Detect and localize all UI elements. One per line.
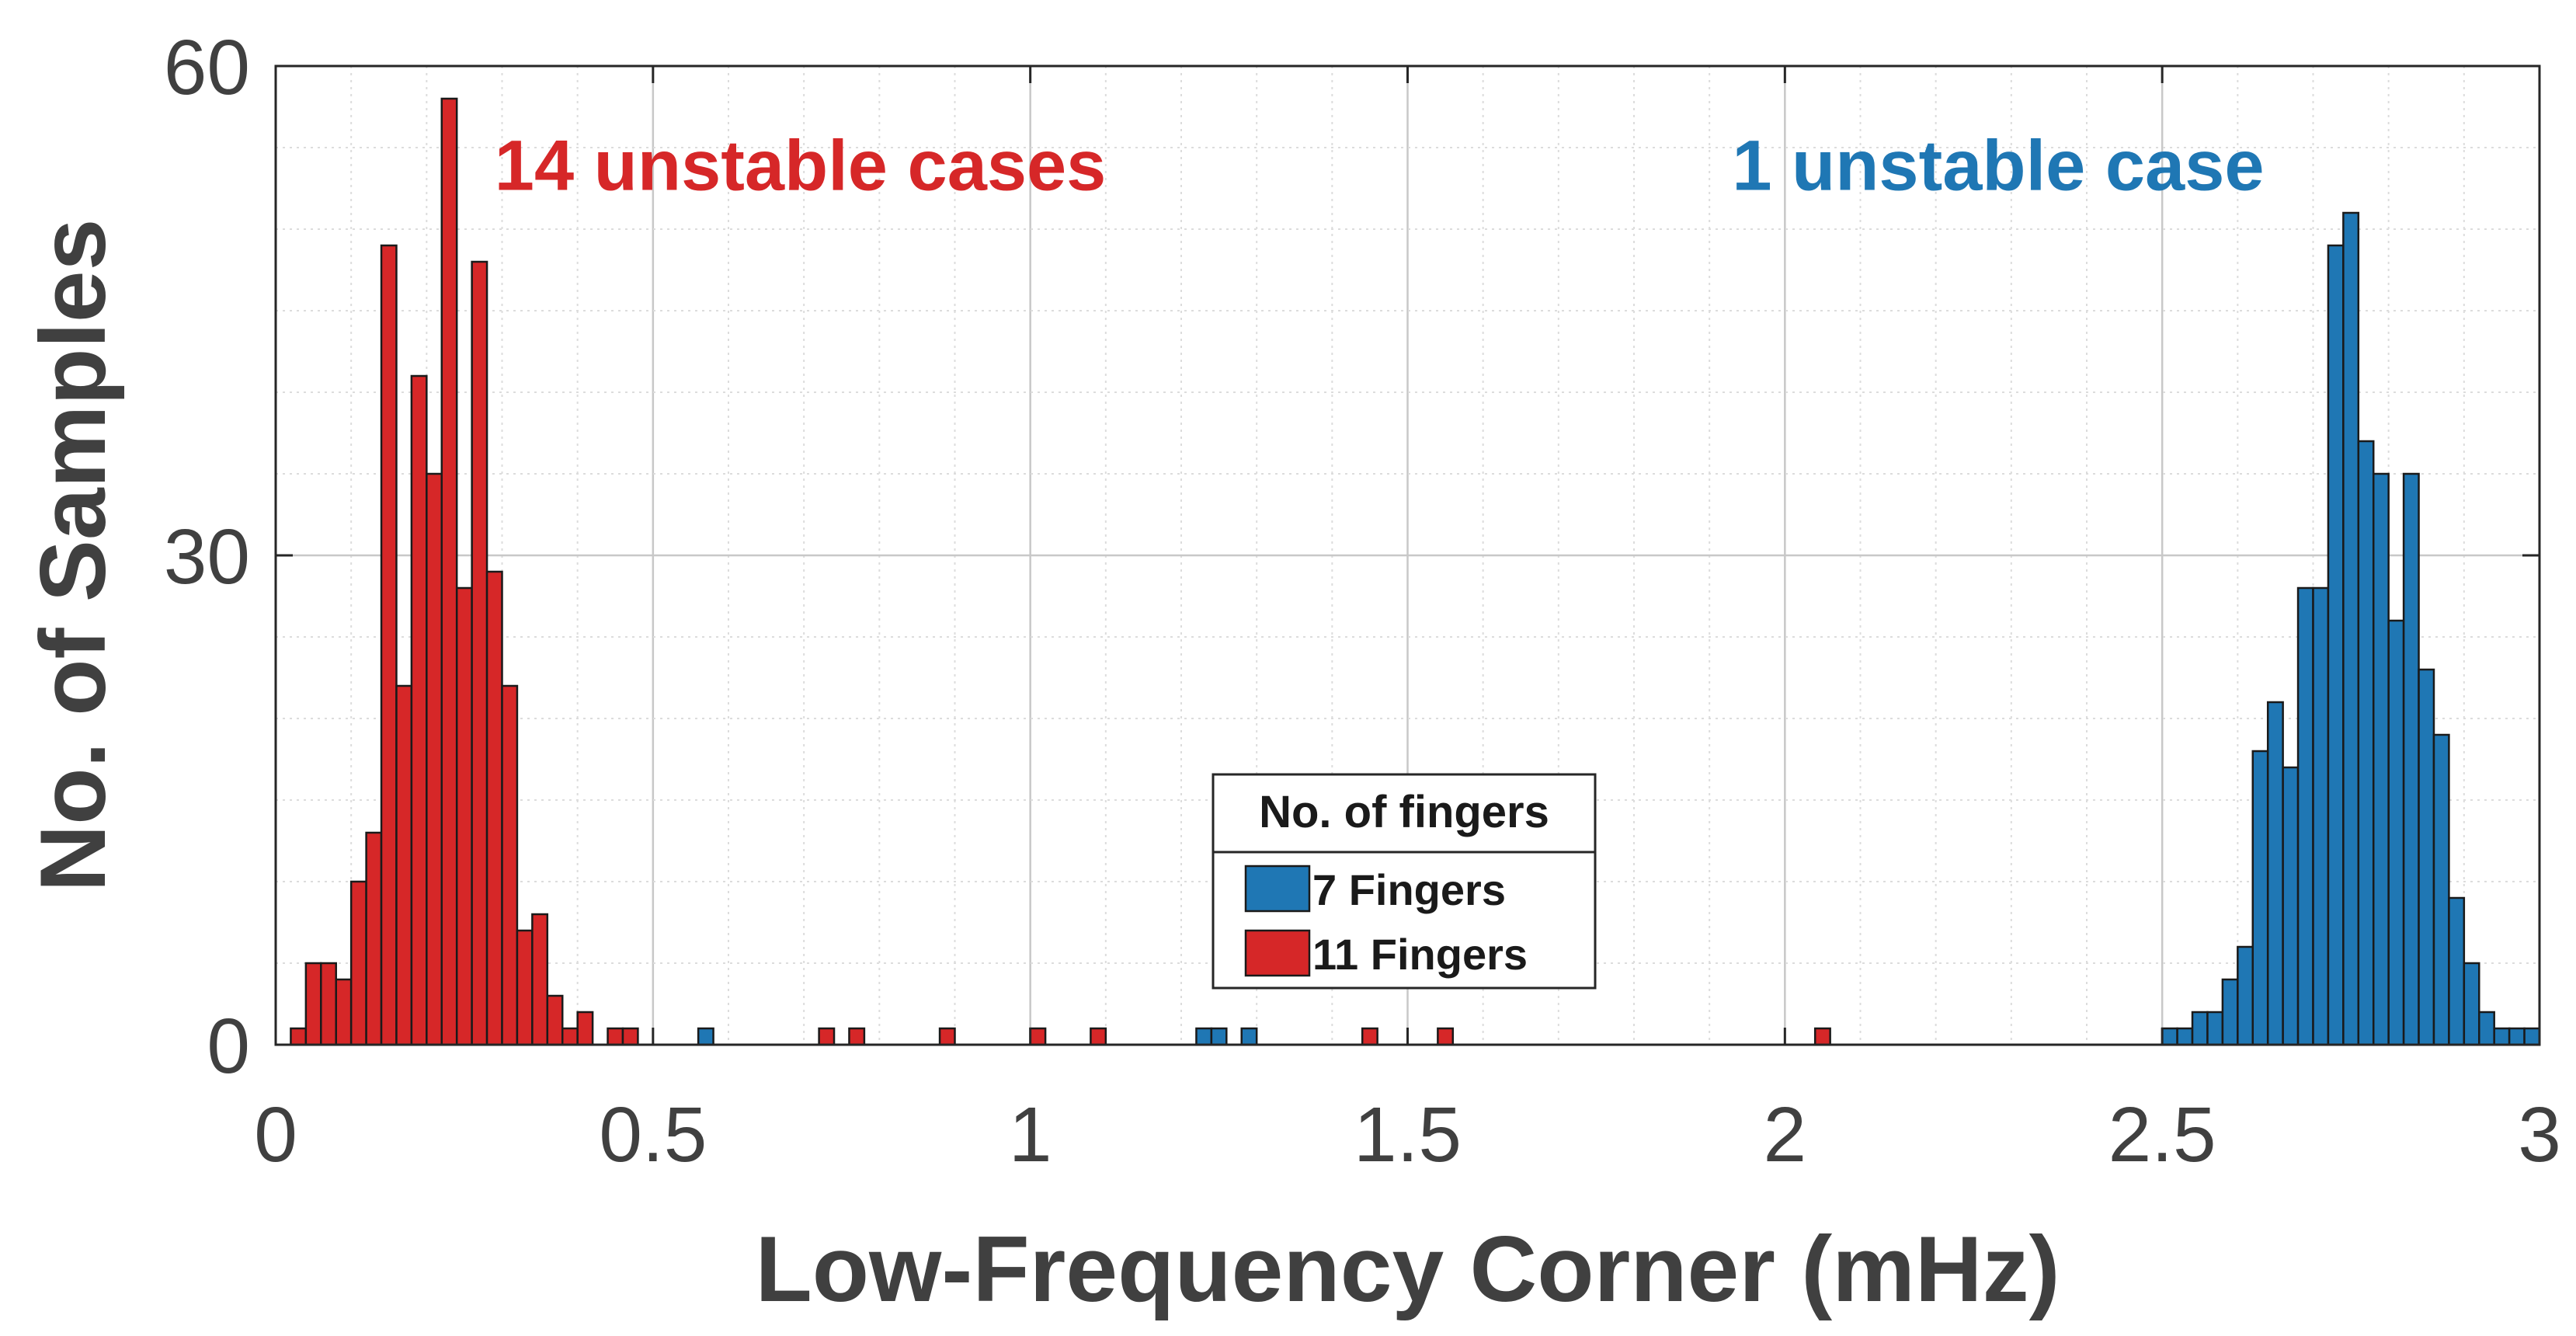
y-tick-label: 60 bbox=[164, 24, 250, 111]
histogram-bar bbox=[2221, 978, 2239, 1046]
histogram-bar bbox=[2432, 733, 2450, 1046]
histogram-bar bbox=[1361, 1027, 1378, 1046]
histogram-bar bbox=[2402, 472, 2420, 1046]
histogram-bar bbox=[426, 472, 443, 1046]
histogram-bar bbox=[2161, 1027, 2178, 1046]
histogram-bar bbox=[2251, 750, 2269, 1046]
histogram-bar bbox=[1437, 1027, 1455, 1046]
histogram-bar bbox=[818, 1027, 836, 1046]
histogram-bar bbox=[335, 978, 353, 1046]
histogram-bar bbox=[501, 684, 519, 1046]
histogram-bar bbox=[2418, 668, 2435, 1046]
histogram-bar bbox=[395, 684, 413, 1046]
histogram-bar bbox=[2312, 586, 2330, 1046]
histogram-bar bbox=[2478, 1011, 2495, 1046]
histogram-bar bbox=[2508, 1027, 2526, 1046]
histogram-bar bbox=[2176, 1027, 2194, 1046]
histogram-bar bbox=[848, 1027, 866, 1046]
histogram-bar bbox=[1090, 1027, 1107, 1046]
histogram-bar bbox=[1813, 1027, 1831, 1046]
histogram-bar bbox=[2296, 586, 2314, 1046]
histogram-bar bbox=[607, 1027, 624, 1046]
x-tick-label: 3 bbox=[2518, 1091, 2561, 1178]
histogram-bar bbox=[576, 1011, 594, 1046]
histogram-bar bbox=[349, 880, 367, 1046]
histogram-bar bbox=[380, 244, 398, 1046]
histogram-bar bbox=[2342, 211, 2360, 1046]
legend-entry-label: 7 Fingers bbox=[1312, 865, 1506, 914]
series-blue bbox=[697, 211, 2541, 1046]
x-tick-label: 2.5 bbox=[2108, 1091, 2216, 1178]
x-tick-label: 0.5 bbox=[599, 1091, 707, 1178]
histogram-bar bbox=[697, 1027, 714, 1046]
y-axis-label: No. of Samples bbox=[21, 219, 125, 892]
legend-swatch bbox=[1244, 865, 1311, 913]
annotation-blue: 1 unstable case bbox=[1732, 127, 2264, 206]
histogram-bar bbox=[320, 962, 337, 1046]
x-tick-label: 1 bbox=[1009, 1091, 1052, 1178]
histogram-bar bbox=[471, 260, 488, 1046]
y-tick-label: 30 bbox=[164, 513, 250, 600]
x-tick-label: 1.5 bbox=[1354, 1091, 1462, 1178]
x-tick-label: 2 bbox=[1764, 1091, 1807, 1178]
histogram-bar bbox=[561, 1027, 579, 1046]
histogram-bar bbox=[485, 570, 503, 1046]
histogram-bar bbox=[2357, 440, 2375, 1046]
histogram-bar bbox=[1029, 1027, 1047, 1046]
y-tick-label: 0 bbox=[207, 1003, 250, 1090]
histogram-bar bbox=[365, 831, 383, 1046]
histogram-bar bbox=[2266, 701, 2284, 1046]
histogram-bar bbox=[1240, 1027, 1258, 1046]
x-tick-label: 0 bbox=[254, 1091, 297, 1178]
histogram-bar bbox=[2523, 1027, 2541, 1046]
histogram-bar bbox=[2237, 945, 2254, 1046]
histogram-bar bbox=[1210, 1027, 1228, 1046]
legend: No. of fingers 7 Fingers 11 Fingers bbox=[1212, 773, 1597, 990]
legend-entry-label: 11 Fingers bbox=[1312, 930, 1528, 979]
legend-swatch bbox=[1244, 929, 1311, 977]
histogram-bar bbox=[2327, 244, 2345, 1046]
histogram-bar bbox=[2463, 962, 2480, 1046]
histogram-bar bbox=[2448, 896, 2466, 1046]
legend-title: No. of fingers bbox=[1259, 787, 1549, 837]
tick-marks bbox=[274, 64, 2541, 1046]
histogram-bar bbox=[531, 913, 549, 1046]
histogram-bar bbox=[290, 1027, 308, 1046]
histogram-bar bbox=[304, 962, 322, 1046]
histogram-bar bbox=[516, 929, 534, 1046]
histogram-bar bbox=[1195, 1027, 1213, 1046]
histogram-bar bbox=[546, 994, 564, 1046]
annotation-red: 14 unstable cases bbox=[495, 127, 1107, 206]
histogram-bar bbox=[455, 586, 473, 1046]
histogram-bar bbox=[2206, 1011, 2224, 1046]
histogram-bar bbox=[938, 1027, 956, 1046]
histogram-bar bbox=[2282, 766, 2300, 1046]
histogram-bar bbox=[2387, 619, 2405, 1046]
histogram-bar bbox=[440, 97, 458, 1046]
histogram-bar bbox=[621, 1027, 639, 1046]
histogram-bar bbox=[2493, 1027, 2511, 1046]
histogram-bar bbox=[2191, 1011, 2209, 1046]
x-axis-label: Low-Frequency Corner (mHz) bbox=[755, 1217, 2060, 1321]
histogram-bar bbox=[2372, 472, 2390, 1046]
histogram-bar bbox=[410, 374, 428, 1046]
